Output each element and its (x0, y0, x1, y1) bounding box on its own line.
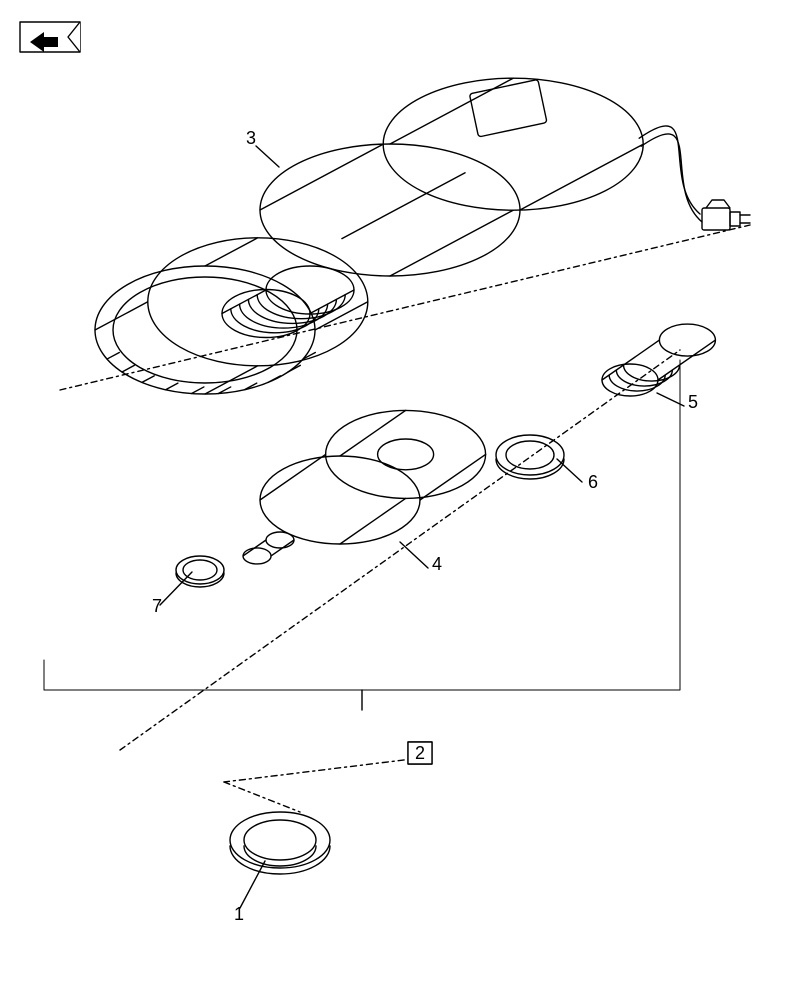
svg-text:1: 1 (234, 904, 244, 924)
svg-text:2: 2 (415, 743, 425, 763)
svg-text:4: 4 (432, 554, 442, 574)
svg-text:3: 3 (246, 128, 256, 148)
svg-text:5: 5 (688, 392, 698, 412)
svg-text:6: 6 (588, 472, 598, 492)
svg-text:7: 7 (152, 596, 162, 616)
